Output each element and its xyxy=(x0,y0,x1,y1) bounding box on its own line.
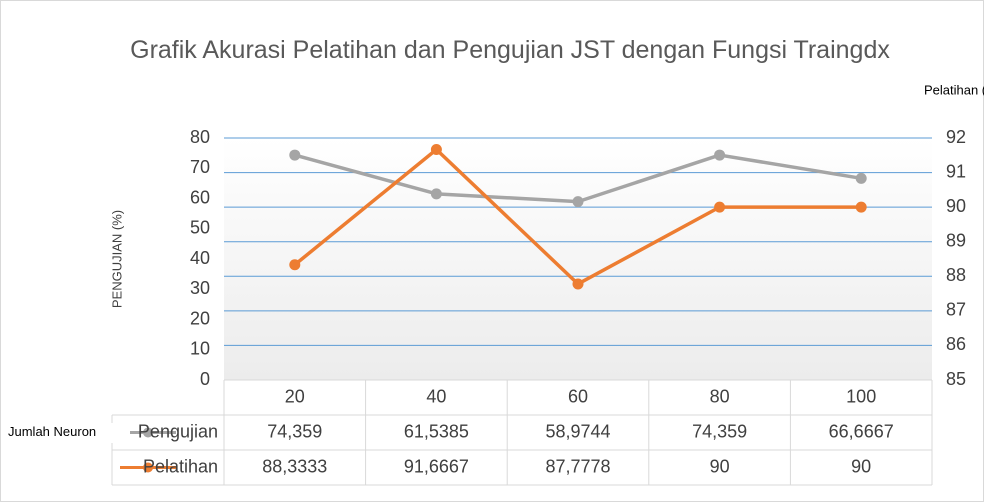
legend-marker xyxy=(143,427,153,438)
y-tick-label: 0 xyxy=(200,369,210,389)
table-cell: 90 xyxy=(851,456,871,476)
y2-tick-label: 89 xyxy=(946,230,966,250)
y2-axis-label: Pelatihan (%) xyxy=(924,82,984,97)
table-cell: 66,6667 xyxy=(829,421,894,441)
y2-tick-label: 91 xyxy=(946,161,966,181)
y-tick-label: 20 xyxy=(190,308,210,328)
y2-tick-label: 92 xyxy=(946,127,966,147)
x-tick-label: 40 xyxy=(426,386,446,406)
data-point xyxy=(572,278,584,290)
chart-title: Grafik Akurasi Pelatihan dan Pengujian J… xyxy=(130,36,890,64)
data-point xyxy=(430,188,442,200)
legend-label: Pengujian xyxy=(138,421,218,441)
y-tick-label: 60 xyxy=(190,187,210,207)
x-tick-label: 80 xyxy=(710,386,730,406)
y2-tick-label: 87 xyxy=(946,300,966,320)
table-cell: 74,359 xyxy=(267,421,322,441)
y-tick-label: 80 xyxy=(190,127,210,147)
table-cell: 88,3333 xyxy=(262,456,327,476)
y-tick-label: 50 xyxy=(190,218,210,238)
legend-marker xyxy=(143,462,153,473)
data-point xyxy=(430,144,442,156)
data-point xyxy=(855,172,867,184)
data-point xyxy=(289,259,301,271)
y2-tick-label: 90 xyxy=(946,196,966,216)
y2-tick-label: 86 xyxy=(946,334,966,354)
x-tick-label: 100 xyxy=(846,386,876,406)
y2-tick-label: 88 xyxy=(946,265,966,285)
data-point xyxy=(289,149,301,161)
y2-tick-label: 85 xyxy=(946,369,966,389)
data-point xyxy=(572,196,584,208)
table-cell: 58,9744 xyxy=(545,421,610,441)
data-point xyxy=(855,201,867,213)
table-cell: 90 xyxy=(710,456,730,476)
x-axis-label: Jumlah Neuron xyxy=(8,424,96,439)
x-tick-label: 60 xyxy=(568,386,588,406)
y-tick-label: 40 xyxy=(190,248,210,268)
x-tick-label: 20 xyxy=(285,386,305,406)
table-cell: 87,7778 xyxy=(545,456,610,476)
data-point xyxy=(714,149,726,161)
table-cell: 91,6667 xyxy=(404,456,469,476)
plot-area xyxy=(224,138,932,380)
data-point xyxy=(714,201,726,213)
table-cell: 61,5385 xyxy=(404,421,469,441)
y-tick-label: 70 xyxy=(190,157,210,177)
table-cell: 74,359 xyxy=(692,421,747,441)
x-axis-label-bg xyxy=(2,423,130,443)
legend-label: Pelatihan xyxy=(143,456,218,476)
y-tick-label: 30 xyxy=(190,278,210,298)
y-tick-label: 10 xyxy=(190,339,210,359)
y-axis-label: PENGUJIAN (%) xyxy=(109,210,124,308)
